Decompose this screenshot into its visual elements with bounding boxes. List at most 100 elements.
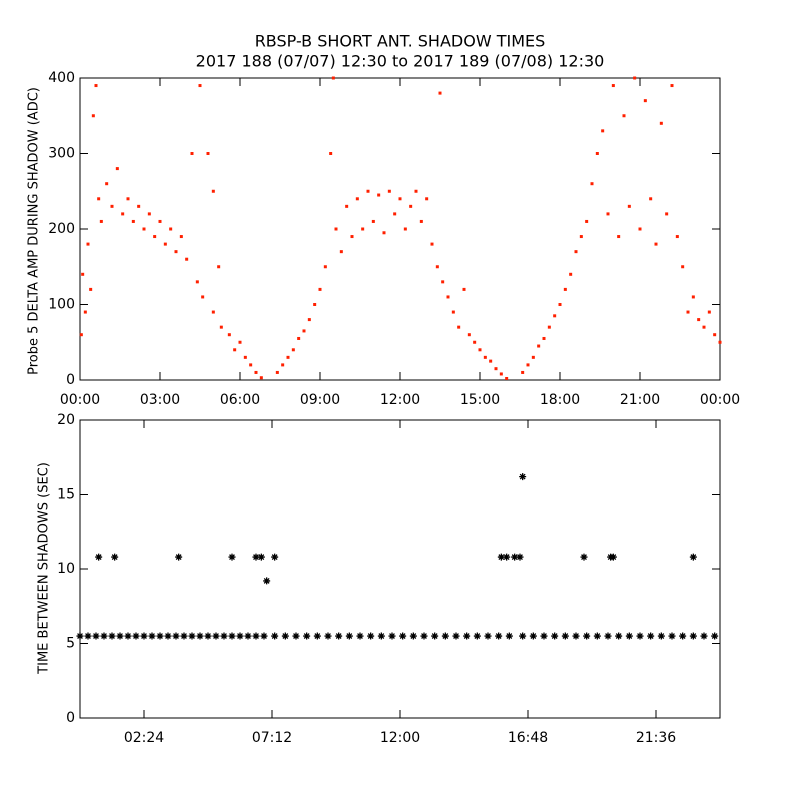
x-tick-label: 07:12	[252, 730, 292, 746]
point	[467, 333, 471, 337]
point	[115, 167, 119, 171]
point	[81, 272, 85, 276]
y-tick-label: 400	[48, 70, 75, 86]
point	[668, 632, 676, 640]
point	[399, 632, 407, 640]
point	[137, 204, 141, 208]
point	[335, 632, 343, 640]
point	[236, 632, 244, 640]
chart-subtitle: 2017 188 (07/07) 12:30 to 2017 189 (07/0…	[196, 52, 605, 71]
point	[313, 303, 317, 306]
y-tick-label: 0	[66, 372, 75, 388]
point	[217, 265, 221, 269]
point	[94, 84, 98, 88]
point	[377, 193, 381, 197]
point	[611, 84, 615, 88]
y-tick-label: 0	[66, 710, 75, 726]
point	[537, 344, 541, 348]
point	[649, 197, 653, 201]
point	[179, 235, 183, 239]
point	[219, 325, 223, 329]
point	[420, 632, 428, 640]
point	[355, 197, 359, 201]
point	[670, 84, 674, 88]
point	[638, 227, 642, 231]
point	[593, 632, 601, 640]
point	[625, 632, 633, 640]
point	[595, 152, 599, 155]
point	[561, 632, 569, 640]
point	[441, 280, 445, 284]
point	[105, 182, 109, 186]
point	[446, 295, 450, 299]
point	[110, 204, 114, 208]
point	[627, 204, 631, 208]
point	[185, 257, 189, 261]
point	[377, 632, 385, 640]
point	[259, 376, 263, 380]
point	[583, 632, 591, 640]
point	[579, 235, 583, 239]
point	[89, 287, 93, 291]
point	[132, 632, 140, 640]
point	[601, 129, 605, 133]
point	[158, 219, 162, 223]
point	[398, 197, 402, 201]
point	[198, 84, 202, 88]
plot-frame	[79, 419, 721, 719]
point	[124, 632, 132, 640]
point	[92, 632, 100, 640]
y-tick-label: 20	[57, 412, 75, 428]
point	[339, 250, 343, 254]
point	[318, 287, 322, 291]
point	[153, 235, 157, 239]
point	[228, 553, 236, 561]
point	[707, 310, 711, 314]
point	[345, 204, 349, 208]
point	[659, 121, 663, 125]
point	[126, 197, 130, 201]
point	[553, 314, 557, 318]
point	[201, 295, 205, 299]
chart-title: RBSP-B SHORT ANT. SHADOW TIMES	[255, 32, 546, 51]
point	[244, 632, 252, 640]
point	[323, 265, 327, 269]
x-tick-label: 03:00	[140, 392, 180, 408]
point	[526, 363, 530, 367]
point	[430, 242, 434, 246]
point	[131, 219, 135, 223]
point	[636, 632, 644, 640]
point	[275, 370, 279, 374]
point	[387, 189, 391, 193]
point	[147, 212, 151, 216]
point	[519, 473, 527, 481]
point	[441, 632, 449, 640]
point	[175, 553, 183, 561]
point	[188, 632, 196, 640]
plot-frame	[79, 77, 721, 381]
point	[604, 632, 612, 640]
point	[473, 340, 477, 344]
point	[494, 367, 498, 371]
point	[140, 632, 148, 640]
point	[409, 632, 417, 640]
point	[163, 242, 167, 246]
point	[79, 333, 83, 337]
point	[585, 219, 589, 223]
point	[148, 632, 156, 640]
point	[431, 632, 439, 640]
point	[367, 632, 375, 640]
point	[574, 250, 578, 254]
x-tick-label: 09:00	[300, 392, 340, 408]
x-tick-label: 12:00	[380, 392, 420, 408]
x-tick-label: 00:00	[60, 392, 100, 408]
point	[291, 348, 295, 352]
point	[211, 310, 215, 314]
point	[558, 303, 562, 306]
point	[116, 632, 124, 640]
point	[271, 632, 279, 640]
point	[615, 632, 623, 640]
point	[463, 632, 471, 640]
y-tick-label: 100	[48, 297, 75, 313]
point	[95, 553, 103, 561]
